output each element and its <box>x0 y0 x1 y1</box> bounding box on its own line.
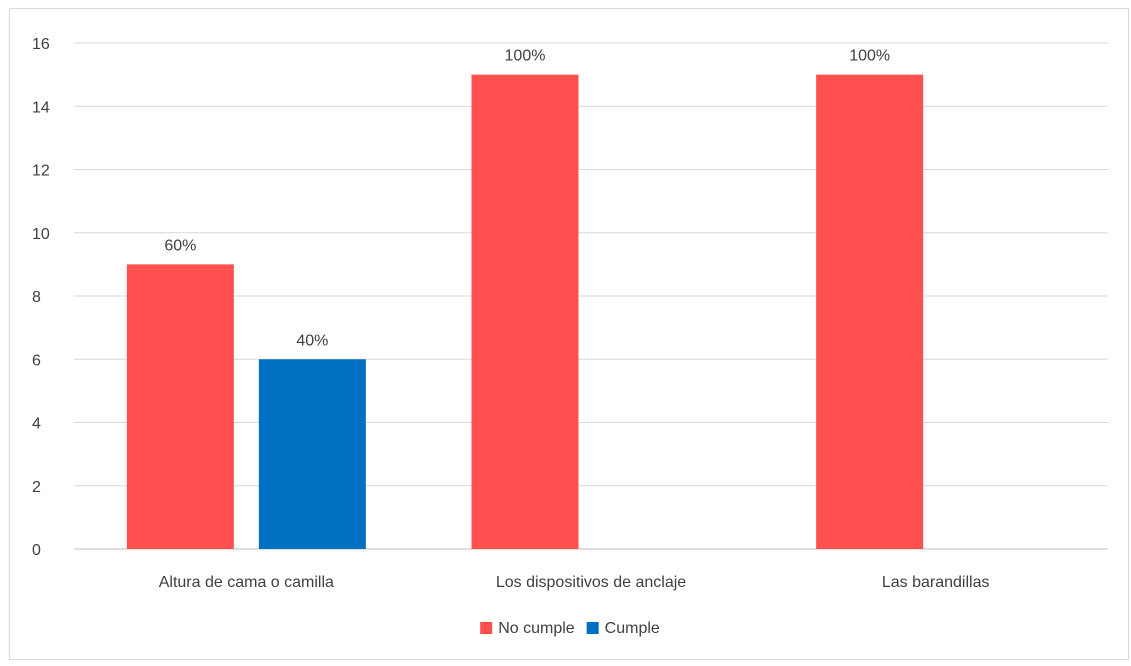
y-tick-label: 14 <box>32 99 50 116</box>
data-label: 40% <box>296 332 328 349</box>
y-axis-ticks: 0 2 4 6 8 10 12 14 16 <box>32 36 50 559</box>
y-tick-label: 2 <box>32 479 41 496</box>
y-tick-label: 0 <box>32 542 41 559</box>
x-category-label: Las barandillas <box>882 574 990 591</box>
y-tick-label: 8 <box>32 289 41 306</box>
legend-swatch <box>480 622 492 634</box>
y-tick-label: 6 <box>32 352 41 369</box>
y-tick-label: 10 <box>32 226 50 243</box>
bar-no-cumple <box>816 75 923 549</box>
legend-swatch <box>587 622 599 634</box>
y-tick-label: 12 <box>32 163 50 180</box>
chart-frame: 0 2 4 6 8 10 12 14 16 60% 40% 100% 100% Altura de c… <box>9 8 1129 660</box>
bar-no-cumple <box>472 75 579 549</box>
x-category-label: Los dispositivos de anclaje <box>496 574 686 591</box>
legend-label: Cumple <box>605 620 660 637</box>
data-label: 100% <box>849 48 890 65</box>
bars <box>127 75 923 549</box>
data-label: 100% <box>505 48 546 65</box>
x-category-label: Altura de cama o camilla <box>159 574 334 591</box>
bar-chart: 0 2 4 6 8 10 12 14 16 60% 40% 100% 100% Altura de c… <box>10 9 1130 661</box>
data-label: 60% <box>164 237 196 254</box>
bar-cumple <box>259 359 366 549</box>
bar-no-cumple <box>127 264 234 549</box>
y-tick-label: 4 <box>32 416 41 433</box>
y-tick-label: 16 <box>32 36 50 53</box>
legend-label: No cumple <box>498 620 575 637</box>
legend: No cumple Cumple <box>480 620 660 637</box>
x-axis-categories: Altura de cama o camilla Los dispositivos… <box>159 574 990 591</box>
